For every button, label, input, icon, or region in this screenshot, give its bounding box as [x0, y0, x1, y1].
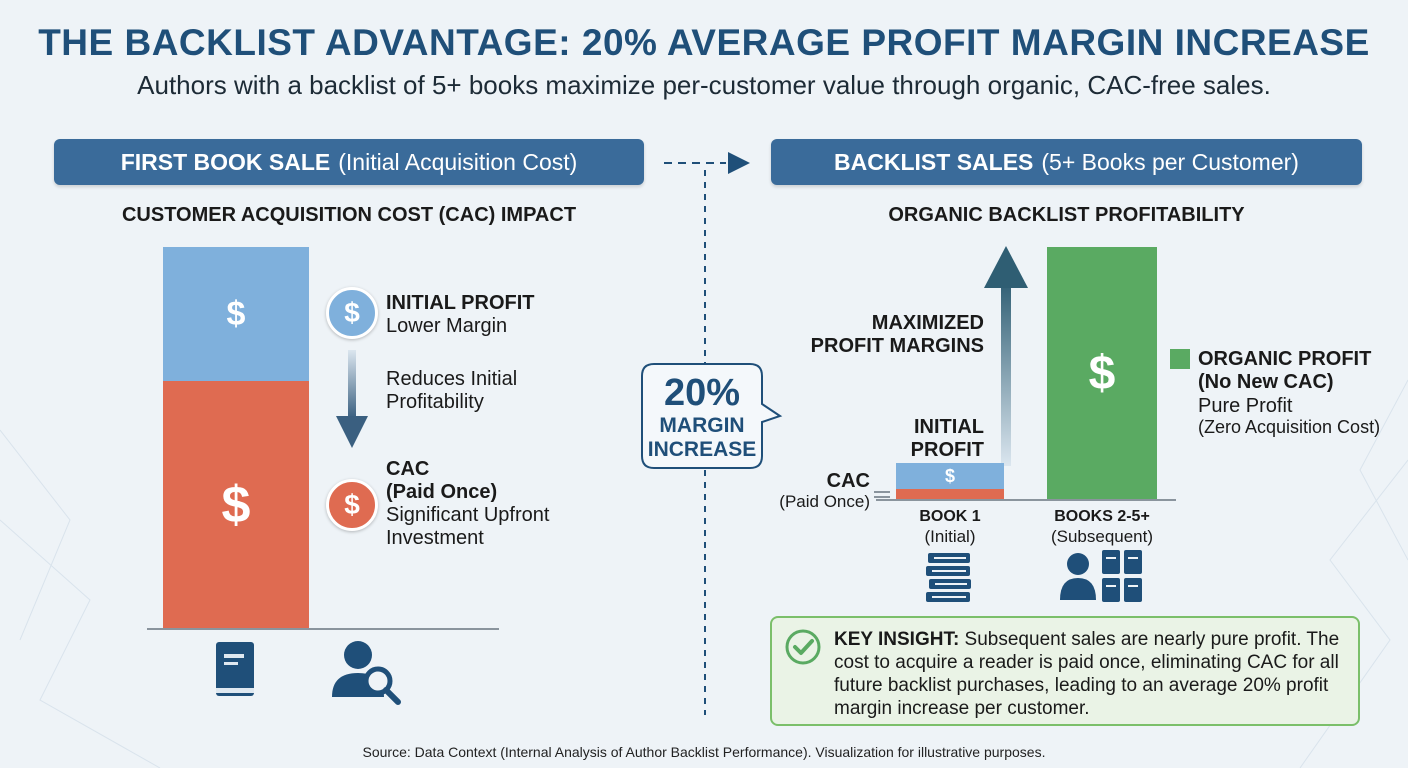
- reduces-line2: Profitability: [386, 391, 484, 413]
- down-arrow-icon: [336, 350, 368, 448]
- divider: [664, 152, 750, 715]
- margin-increase-callout: [641, 363, 783, 469]
- profit-dollar-icon: $: [326, 287, 378, 339]
- cac-paid-once: (Paid Once): [779, 492, 870, 511]
- maximized-label-2: PROFIT MARGINS: [810, 335, 984, 357]
- initial-profit-label-1: INITIAL: [914, 416, 984, 438]
- first-book-sale-banner: FIRST BOOK SALE (Initial Acquisition Cos…: [54, 139, 644, 185]
- banner-bold-text: FIRST BOOK SALE: [120, 148, 331, 175]
- zero-acquisition-label: (Zero Acquisition Cost): [1198, 417, 1381, 437]
- organic-legend-swatch: [1170, 349, 1190, 369]
- cac-impact-heading: CUSTOMER ACQUISITION COST (CAC) IMPACT: [121, 204, 577, 226]
- cac-bar: [163, 381, 309, 629]
- baseline: [876, 499, 1176, 501]
- page-subtitle: Authors with a backlist of 5+ books maxi…: [137, 70, 1271, 100]
- initial-profit-bar: [163, 247, 309, 381]
- no-new-cac-label: (No New CAC): [1198, 371, 1334, 393]
- margin-text: MARGIN: [659, 414, 745, 437]
- cac-paid-once-label: (Paid Once): [386, 481, 498, 503]
- key-insight-body: Subsequent sales are nearly pure profit.…: [834, 629, 1340, 719]
- pure-profit-label: Pure Profit: [1198, 395, 1293, 417]
- books-stack-icon: [926, 553, 971, 602]
- user-search-icon: [332, 641, 401, 705]
- organic-profit-bar: [1047, 247, 1157, 499]
- key-insight-text: KEY INSIGHT: Subsequent sales are nearly…: [834, 628, 1344, 720]
- page-title: THE BACKLIST ADVANTAGE: 20% AVERAGE PROF…: [38, 22, 1370, 63]
- dollar-icon: $: [226, 294, 246, 333]
- increase-text: INCREASE: [647, 438, 757, 461]
- organic-profit-label: ORGANIC PROFIT: [1198, 348, 1372, 370]
- lower-margin-label: Lower Margin: [386, 315, 508, 337]
- banner-bold-text: BACKLIST SALES: [834, 148, 1034, 175]
- cac-desc-line1: Significant Upfront: [386, 504, 550, 526]
- book1-cac-bar: [896, 489, 1004, 499]
- book-icon: [216, 642, 254, 696]
- book1-profit-bar: [896, 463, 1004, 489]
- cac-dollar-icon: $: [326, 479, 378, 531]
- initial-profit-label-2: PROFIT: [910, 439, 984, 461]
- key-insight-box: [770, 616, 1360, 726]
- baseline: [147, 628, 499, 630]
- source-note: Source: Data Context (Internal Analysis …: [362, 744, 1046, 760]
- reduces-line1: Reduces Initial: [386, 368, 518, 390]
- book1-sub: (Initial): [924, 527, 976, 546]
- organic-profit-heading: ORGANIC BACKLIST PROFITABILITY: [888, 204, 1245, 226]
- maximized-label-1: MAXIMIZED: [871, 312, 984, 334]
- up-arrow-icon: [984, 246, 1028, 466]
- banner-light-text: (5+ Books per Customer): [1041, 148, 1299, 175]
- cac-label: CAC: [386, 458, 430, 480]
- dollar-icon: $: [1088, 346, 1116, 400]
- books25-sub: (Subsequent): [1050, 527, 1154, 546]
- pct-value: 20%: [663, 372, 741, 414]
- cac-label: CAC: [826, 470, 870, 492]
- banner-light-text: (Initial Acquisition Cost): [338, 148, 578, 175]
- books25-label: BOOKS 2-5+: [1054, 508, 1150, 525]
- cac-desc-line2: Investment: [386, 527, 484, 549]
- key-insight-label: KEY INSIGHT:: [834, 629, 960, 650]
- user-books-icon: [1060, 550, 1142, 602]
- backlist-sales-banner: BACKLIST SALES (5+ Books per Customer): [771, 139, 1362, 185]
- book1-label: BOOK 1: [919, 508, 981, 525]
- cac-tick: [874, 491, 890, 493]
- check-circle-icon: [785, 629, 821, 665]
- cac-tick: [874, 496, 890, 498]
- initial-profit-label: INITIAL PROFIT: [386, 292, 535, 314]
- dollar-icon: $: [944, 465, 955, 486]
- dollar-icon: $: [221, 476, 251, 534]
